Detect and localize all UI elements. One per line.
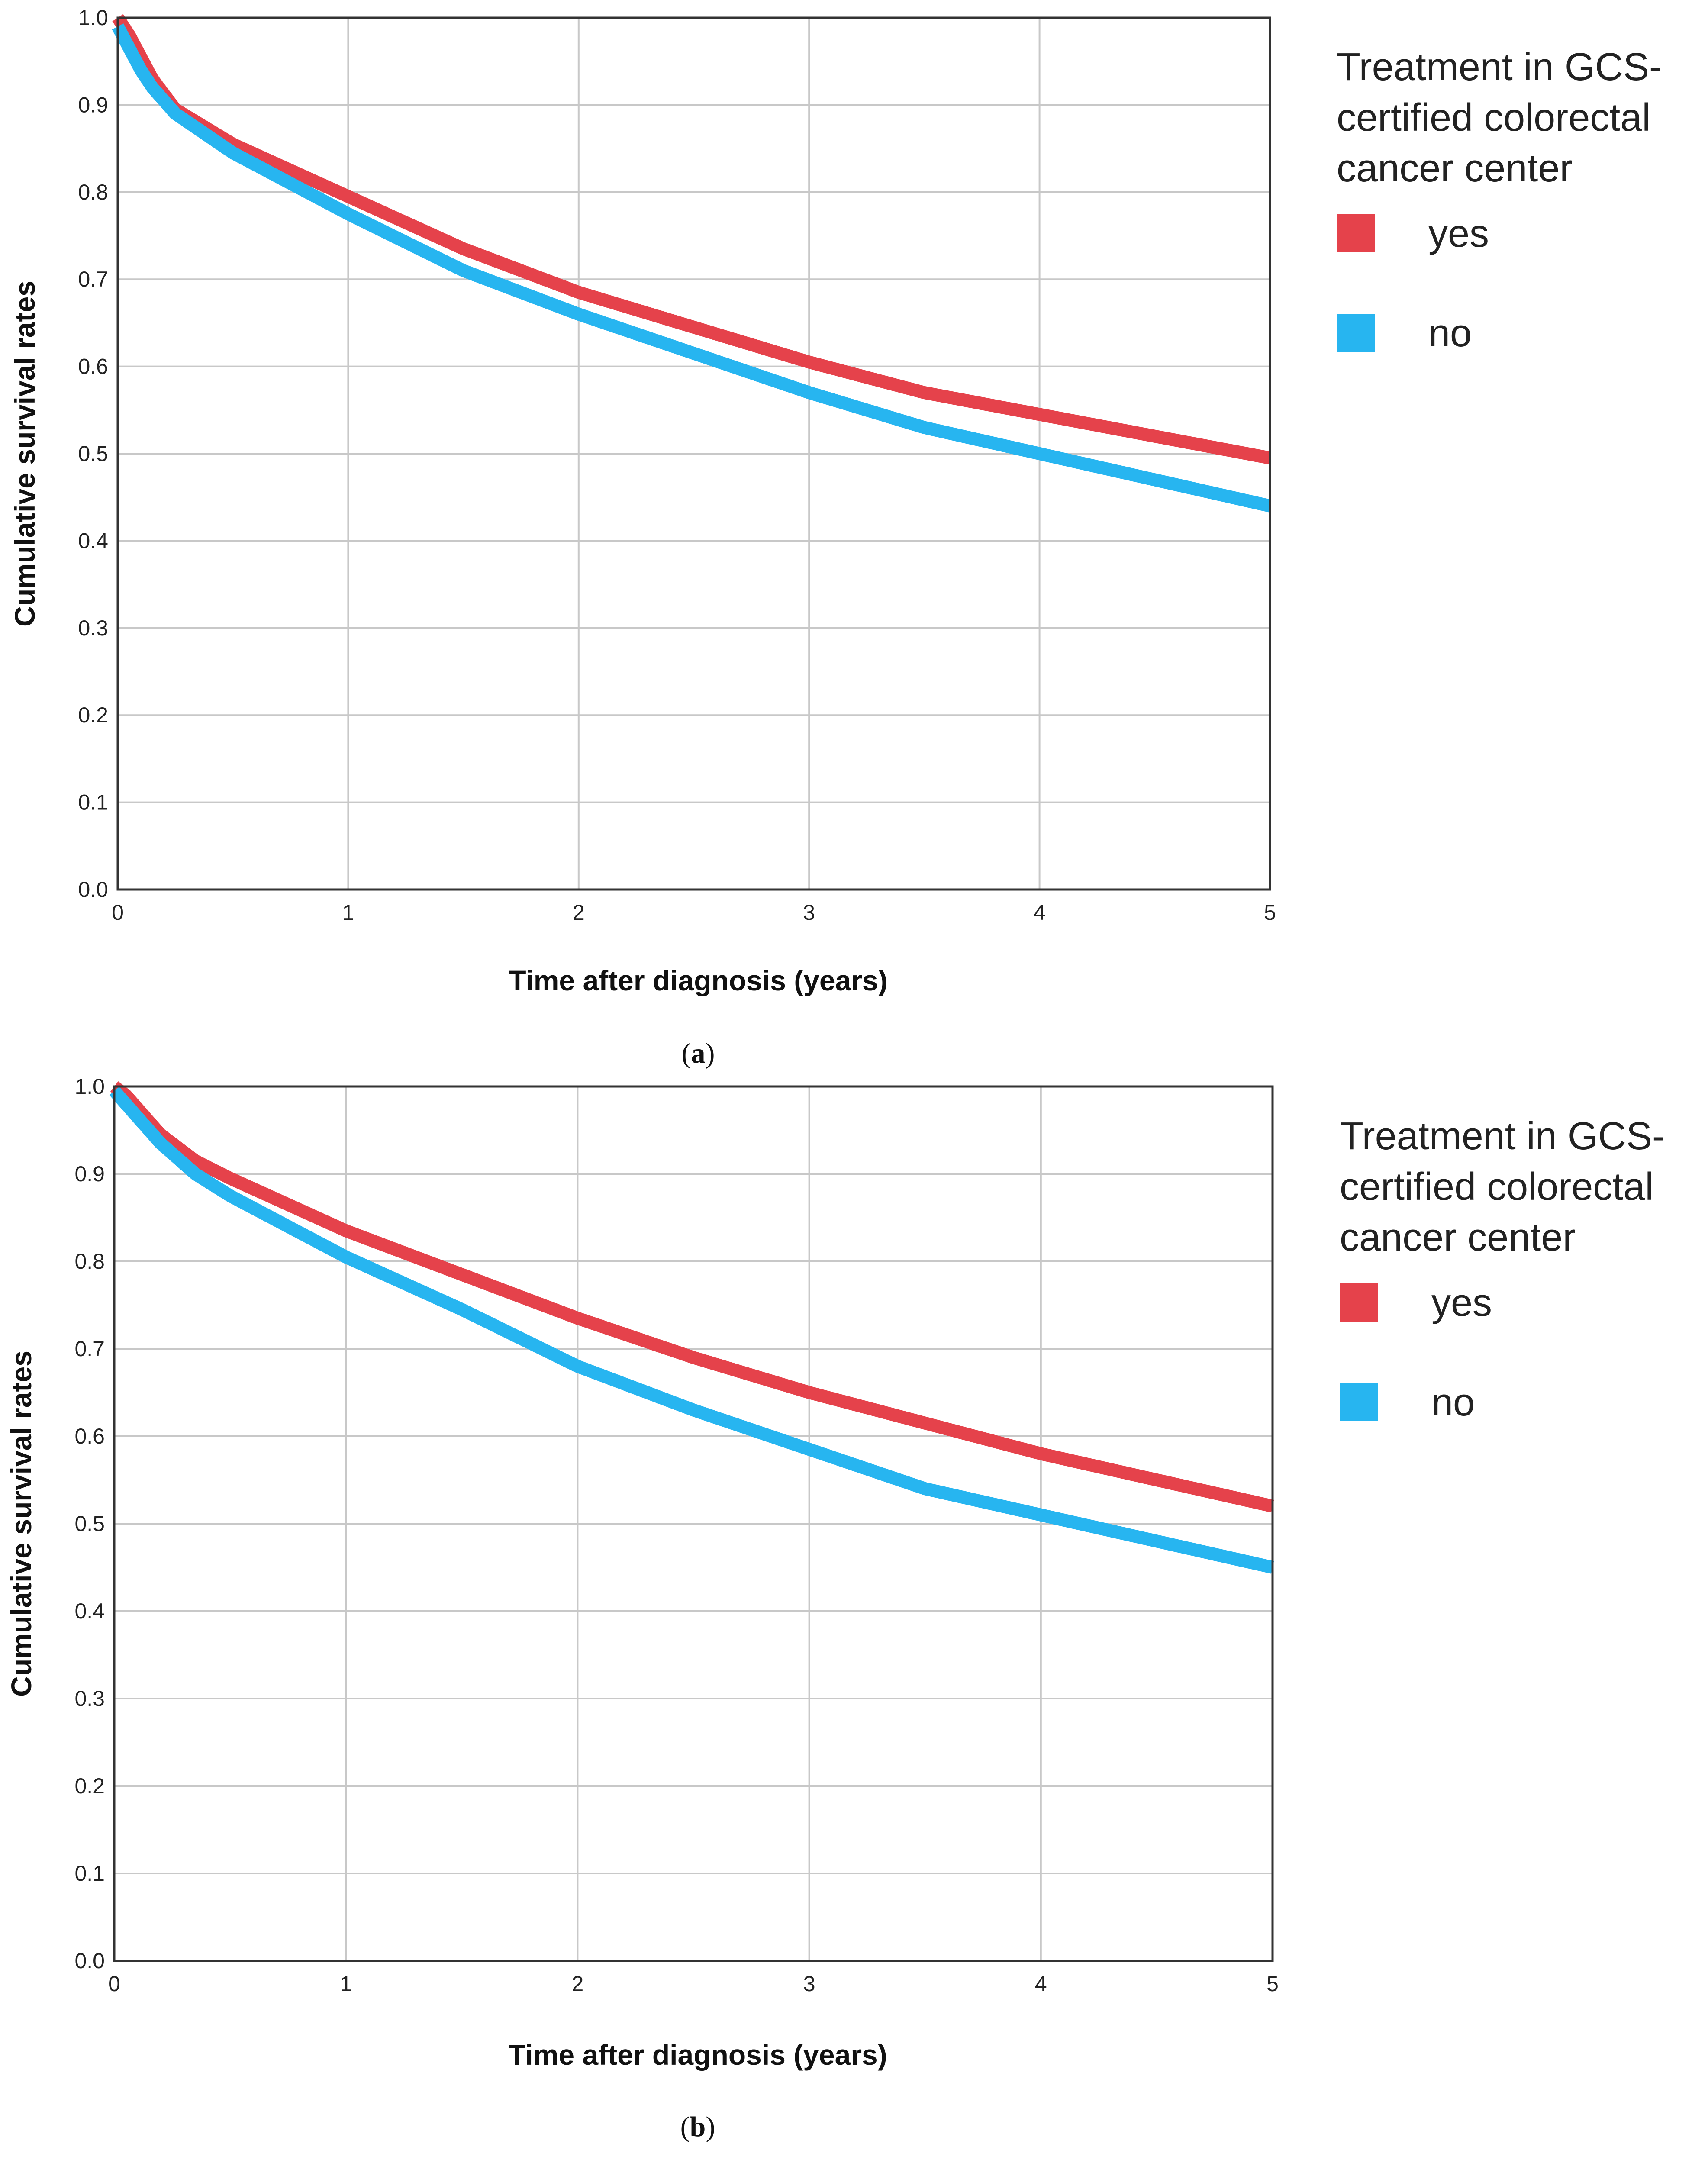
x-axis-title: Time after diagnosis (years) xyxy=(509,964,887,996)
x-axis-ticks: 0 1 2 3 4 5 xyxy=(112,900,1276,925)
legend-swatch-yes xyxy=(1340,1283,1378,1322)
y-tick-label: 0.5 xyxy=(78,442,108,466)
y-tick-label: 0.3 xyxy=(78,616,108,640)
x-axis-ticks: 0 1 2 3 4 5 xyxy=(108,1972,1279,1996)
legend-label-yes: yes xyxy=(1431,1281,1492,1325)
x-tick-label: 2 xyxy=(571,1972,583,1996)
x-tick-label: 0 xyxy=(112,900,124,925)
y-tick-label: 0.8 xyxy=(74,1249,105,1273)
chart-panel-b: 0.0 0.1 0.2 0.3 0.4 0.5 0.6 0.7 0.8 0.9 1.0 0 1 2 3 4 5 T… xyxy=(5,1074,1665,2143)
legend-label-yes: yes xyxy=(1428,212,1489,255)
legend-title-line: cancer center xyxy=(1340,1216,1576,1259)
legend: Treatment in GCS-certified colorectal can… xyxy=(1337,45,1662,355)
y-axis-ticks: 0.0 0.1 0.2 0.3 0.4 0.5 0.6 0.7 0.8 0.9 1.0 xyxy=(74,1074,105,1973)
x-tick-label: 4 xyxy=(1034,900,1046,925)
y-tick-label: 0.2 xyxy=(78,703,108,727)
legend: Treatment in GCS-certified colorectal can… xyxy=(1340,1115,1665,1424)
y-tick-label: 0.5 xyxy=(74,1512,105,1536)
caption-letter: a xyxy=(691,1038,706,1069)
y-axis-ticks: 0.0 0.1 0.2 0.3 0.4 0.5 0.6 0.7 0.8 0.9 1.0 xyxy=(78,6,108,902)
y-tick-label: 0.6 xyxy=(74,1424,105,1448)
legend-title-line: certified colorectal xyxy=(1337,96,1650,139)
legend-title-line: Treatment in GCS- xyxy=(1337,45,1662,89)
y-tick-label: 1.0 xyxy=(78,6,108,30)
caption-close-paren: ) xyxy=(706,1038,715,1069)
x-axis-title: Time after diagnosis (years) xyxy=(508,2039,887,2071)
series-line-no xyxy=(112,23,1272,513)
legend-title-line: cancer center xyxy=(1337,147,1573,190)
y-tick-label: 0.0 xyxy=(74,1949,105,1973)
y-tick-label: 0.6 xyxy=(78,355,108,379)
y-tick-label: 0.7 xyxy=(78,267,108,291)
caption-open-paren: ( xyxy=(680,2111,690,2143)
y-tick-label: 0.4 xyxy=(74,1599,105,1623)
y-tick-label: 0.9 xyxy=(78,93,108,117)
y-tick-label: 0.0 xyxy=(78,877,108,902)
plot-frame xyxy=(116,16,1271,891)
y-axis-title: Cumulative survival rates xyxy=(9,280,41,627)
plot-frame xyxy=(113,1085,1274,1962)
y-axis-title: Cumulative survival rates xyxy=(5,1351,37,1697)
y-tick-label: 0.2 xyxy=(74,1774,105,1798)
legend-swatch-no xyxy=(1340,1383,1378,1421)
legend-label-no: no xyxy=(1428,312,1472,355)
caption-letter: b xyxy=(690,2111,706,2143)
legend-swatch-yes xyxy=(1337,214,1375,252)
x-tick-label: 1 xyxy=(342,900,354,925)
panel-caption: (b) xyxy=(680,2111,715,2143)
y-tick-label: 0.9 xyxy=(74,1162,105,1186)
y-tick-label: 0.1 xyxy=(78,790,108,815)
panel-caption: (a) xyxy=(682,1038,715,1069)
legend-swatch-no xyxy=(1337,314,1375,352)
y-tick-label: 1.0 xyxy=(74,1074,105,1099)
chart-panel-a: 0.0 0.1 0.2 0.3 0.4 0.5 0.6 0.7 0.8 0.9 1.0 0 1 2 3 4 5 T… xyxy=(9,6,1662,1069)
x-tick-label: 5 xyxy=(1264,900,1276,925)
caption-close-paren: ) xyxy=(706,2111,715,2143)
y-tick-label: 0.7 xyxy=(74,1337,105,1361)
x-tick-label: 5 xyxy=(1266,1972,1279,1996)
x-tick-label: 3 xyxy=(803,900,815,925)
legend-title-line: Treatment in GCS- xyxy=(1340,1115,1665,1158)
y-tick-label: 0.8 xyxy=(78,180,108,204)
legend-label-no: no xyxy=(1431,1381,1475,1424)
x-tick-label: 3 xyxy=(803,1972,815,1996)
y-tick-label: 0.4 xyxy=(78,529,108,553)
caption-open-paren: ( xyxy=(682,1038,691,1069)
x-tick-label: 0 xyxy=(108,1972,120,1996)
x-tick-label: 4 xyxy=(1035,1972,1047,1996)
series-line-no xyxy=(109,1086,1274,1574)
y-tick-label: 0.1 xyxy=(74,1861,105,1886)
x-tick-label: 1 xyxy=(340,1972,352,1996)
y-tick-label: 0.3 xyxy=(74,1686,105,1711)
x-tick-label: 2 xyxy=(573,900,585,925)
legend-title-line: certified colorectal xyxy=(1340,1165,1653,1209)
